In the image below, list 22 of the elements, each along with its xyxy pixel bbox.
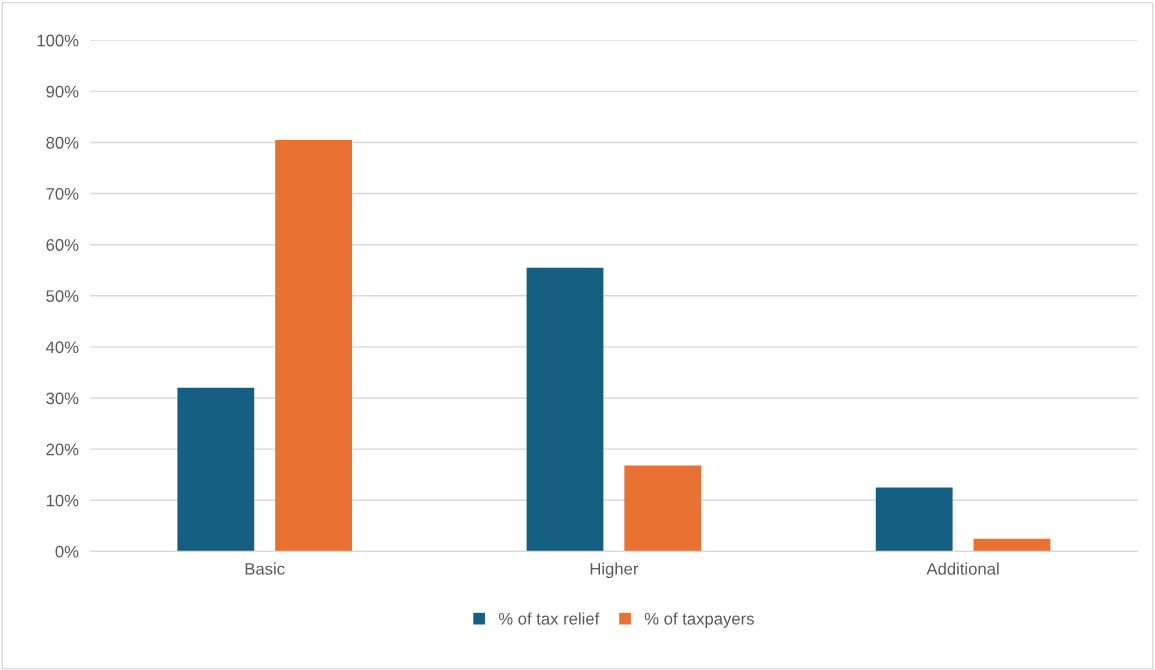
bar bbox=[624, 465, 702, 552]
bar bbox=[875, 487, 953, 552]
y-tick-label: 40% bbox=[46, 341, 79, 354]
y-tick-label: 20% bbox=[46, 443, 79, 456]
bar bbox=[177, 387, 255, 552]
x-tick-label: Basic bbox=[245, 562, 285, 575]
x-tick-label: Additional bbox=[926, 562, 999, 575]
legend-label: % of tax relief bbox=[498, 612, 600, 625]
bar bbox=[275, 139, 352, 552]
y-tick-label: 60% bbox=[46, 239, 79, 251]
y-tick-label: 30% bbox=[46, 392, 79, 405]
legend-label: % of taxpayers bbox=[644, 612, 754, 628]
y-tick-label: 0% bbox=[55, 545, 79, 558]
y-tick-label: 90% bbox=[46, 85, 79, 98]
y-tick-label: 80% bbox=[46, 136, 79, 149]
bar bbox=[526, 267, 604, 552]
y-tick-label: 100% bbox=[37, 34, 79, 47]
x-tick-label: Higher bbox=[590, 562, 639, 579]
y-tick-label: 70% bbox=[46, 187, 79, 200]
bar bbox=[973, 538, 1051, 552]
y-tick-label: 50% bbox=[46, 290, 79, 303]
y-tick-label: 10% bbox=[46, 494, 79, 507]
